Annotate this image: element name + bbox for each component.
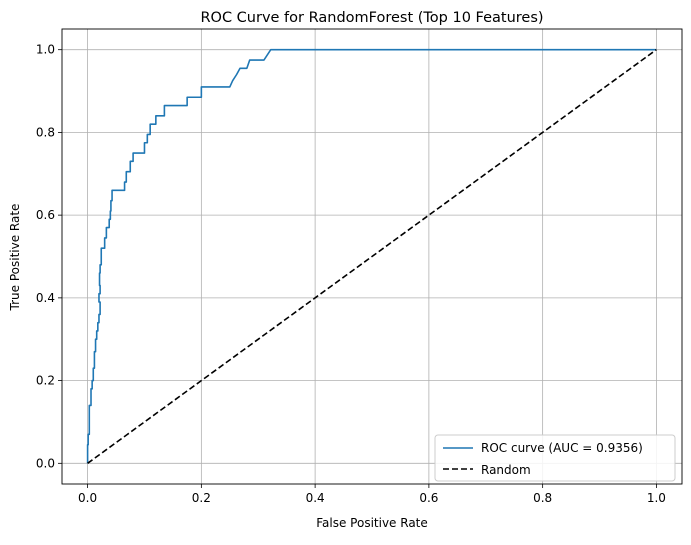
y-tick-label: 0.8 xyxy=(36,125,55,139)
x-tick-label: 0.4 xyxy=(306,491,325,505)
legend-label-roc: ROC curve (AUC = 0.9356) xyxy=(481,441,643,455)
grid-lines xyxy=(62,29,682,484)
x-axis-label: False Positive Rate xyxy=(316,516,428,530)
plot-frame xyxy=(61,28,683,485)
axis-ticks: 0.0 0.2 0.4 0.6 0.8 1.0 0.0 0.2 0.4 0.6 0.8 1.0 xyxy=(36,43,666,505)
x-tick-label: 1.0 xyxy=(647,491,666,505)
x-tick-label: 0.8 xyxy=(533,491,552,505)
x-tick-label: 0.0 xyxy=(78,491,97,505)
roc-curve-line xyxy=(86,48,657,464)
legend-label-random: Random xyxy=(481,463,531,477)
y-axis-label: True Positive Rate xyxy=(8,204,22,312)
x-tick-label: 0.6 xyxy=(419,491,438,505)
random-baseline-line xyxy=(87,49,657,464)
x-tick-label: 0.2 xyxy=(192,491,211,505)
series-layer xyxy=(86,48,657,464)
y-tick-label: 1.0 xyxy=(36,43,55,57)
y-tick-label: 0.4 xyxy=(36,291,55,305)
y-tick-label: 0.6 xyxy=(36,208,55,222)
legend-box xyxy=(434,434,676,482)
y-tick-label: 0.2 xyxy=(36,374,55,388)
legend: ROC curve (AUC = 0.9356) Random xyxy=(434,434,676,482)
chart-title: ROC Curve for RandomForest (Top 10 Featu… xyxy=(200,10,543,26)
y-tick-label: 0.0 xyxy=(36,456,55,470)
